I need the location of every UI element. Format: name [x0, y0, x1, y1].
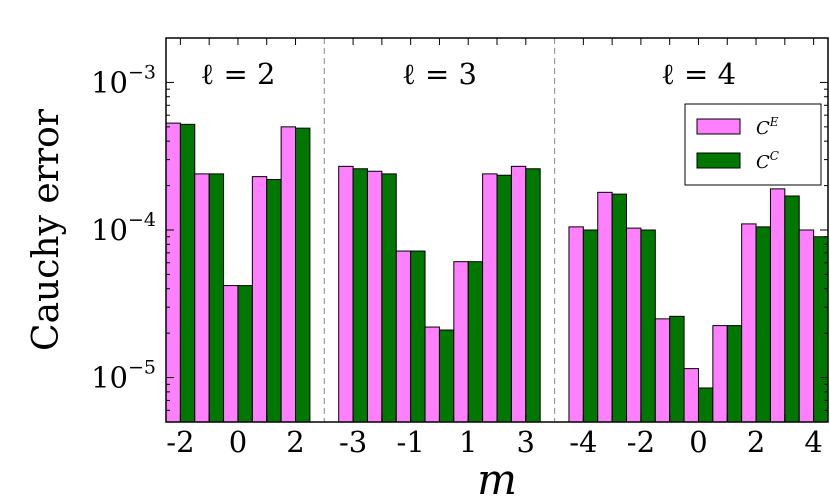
- legend-box: [684, 103, 822, 186]
- x-axis: -2 0 2 -3 -1 1 3 -4 -2 0 2 4: [166, 38, 823, 459]
- bar-l3-m-1-s0: [395, 250, 412, 423]
- bar-l4-m-2-s1: [640, 229, 656, 423]
- bar-l4-m-1-s1: [669, 315, 685, 423]
- bar-l3-m-1-s1: [410, 250, 426, 423]
- group-label-l2: ℓ = 2: [200, 57, 275, 91]
- bar-l2-m1-s1: [266, 178, 282, 423]
- bar-l4-m-3-s1: [611, 193, 628, 423]
- x-tick-label: 3: [517, 425, 535, 459]
- bar-l4-m0-s1: [697, 387, 714, 423]
- bar-l4-m3-s0: [769, 188, 786, 423]
- legend-swatch-1: [696, 152, 741, 169]
- legend-label-0: CE: [756, 115, 779, 139]
- bar-l3-m2-s1: [496, 174, 512, 423]
- bar-l4-m1-s1: [726, 325, 743, 423]
- y-tick-label: 10−3: [91, 61, 156, 99]
- x-tick-label: 2: [747, 425, 765, 459]
- bar-l4-m3-s1: [784, 195, 800, 423]
- x-tick-label: -1: [397, 425, 425, 459]
- x-axis-title: m: [477, 455, 517, 498]
- bar-l3-m0-s0: [424, 326, 440, 423]
- bar-l2-m1-s0: [251, 176, 268, 423]
- bar-l2-m2-s1: [295, 127, 311, 423]
- bar-l4-m-4-s0: [568, 226, 584, 423]
- bar-l3-m-3-s0: [338, 165, 354, 423]
- bar-l2-m0-s1: [237, 285, 253, 423]
- x-tick-label: 0: [689, 425, 707, 459]
- group-label-l4: ℓ = 4: [661, 57, 736, 91]
- bar-l4-m0-s0: [683, 368, 699, 423]
- bar-l4-m-1-s0: [654, 318, 671, 423]
- legend-swatch-0: [696, 118, 741, 135]
- x-tick-label: 4: [804, 425, 822, 459]
- bar-l3-m1-s1: [467, 261, 484, 423]
- x-tick-label: 1: [459, 425, 477, 459]
- y-axis: 10−3 10−4 10−5: [91, 37, 828, 411]
- bar-l2-m-2-s1: [179, 123, 196, 423]
- bar-l4-m4-s1: [813, 236, 829, 423]
- bar-l4-m-2-s0: [626, 227, 642, 423]
- y-tick-label: 10−5: [91, 357, 156, 395]
- bar-l2-m-1-s1: [208, 173, 225, 423]
- bar-l3-m0-s1: [438, 329, 455, 423]
- bar-l3-m-3-s1: [352, 168, 368, 423]
- bars-layer: [165, 122, 829, 423]
- bar-l4-m2-s1: [755, 226, 771, 423]
- x-tick-label: 0: [229, 425, 247, 459]
- group-label-l3: ℓ = 3: [402, 57, 477, 91]
- bar-l2-m2-s0: [280, 126, 297, 423]
- bar-l4-m1-s0: [712, 325, 728, 423]
- bar-l3-m1-s0: [453, 261, 469, 423]
- x-tick-label: -2: [627, 425, 655, 459]
- x-tick-label: -4: [569, 425, 597, 459]
- x-tick-label: -2: [166, 425, 194, 459]
- bar-l2-m-1-s0: [194, 173, 210, 423]
- bar-l4-m-4-s1: [582, 229, 599, 423]
- bar-l3-m3-s0: [510, 165, 527, 423]
- x-tick-label: 2: [286, 425, 304, 459]
- group-separators: [323, 38, 556, 422]
- y-axis-title: Cauchy error: [26, 108, 67, 351]
- bar-l4-m-3-s0: [597, 191, 613, 423]
- bar-l3-m3-s1: [525, 168, 541, 423]
- x-tick-label: -3: [339, 425, 367, 459]
- bar-l4-m4-s0: [798, 229, 815, 423]
- legend-label-1: CC: [756, 149, 779, 173]
- bar-l3-m-2-s0: [366, 170, 383, 423]
- bar-l3-m-2-s1: [381, 173, 397, 423]
- y-tick-label: 10−4: [91, 209, 156, 247]
- legend: CE CC: [684, 103, 822, 186]
- bar-l4-m2-s0: [741, 223, 757, 423]
- group-labels: ℓ = 2 ℓ = 3 ℓ = 4: [200, 57, 736, 91]
- bar-l3-m2-s0: [482, 173, 498, 423]
- bar-l2-m0-s0: [223, 285, 239, 423]
